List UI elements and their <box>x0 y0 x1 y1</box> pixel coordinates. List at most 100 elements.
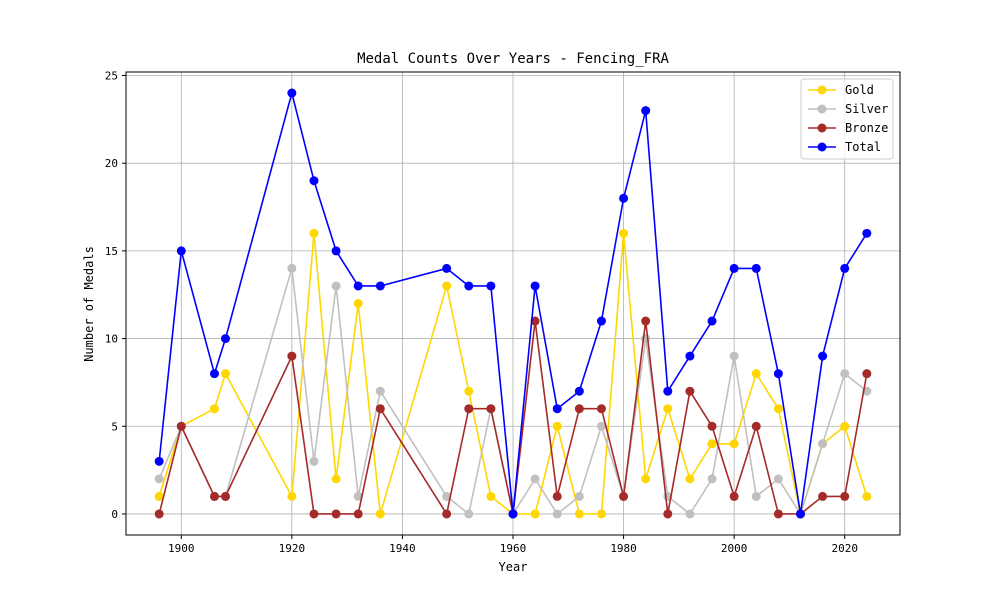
data-point-silver <box>707 474 717 484</box>
y-axis-title: Number of Medals <box>82 246 96 362</box>
data-point-gold <box>486 491 496 501</box>
data-point-silver <box>154 474 164 484</box>
data-point-bronze <box>486 404 496 414</box>
data-point-silver <box>331 281 341 291</box>
data-point-bronze <box>641 316 651 326</box>
y-tick-label: 20 <box>105 157 118 170</box>
data-point-total <box>464 281 474 291</box>
data-point-gold <box>353 299 363 308</box>
data-point-total <box>209 369 219 379</box>
data-point-bronze <box>596 404 606 414</box>
data-point-gold <box>209 404 219 414</box>
data-point-bronze <box>309 509 319 519</box>
data-point-total <box>840 263 850 273</box>
data-point-bronze <box>773 509 783 519</box>
series-bronze <box>154 316 872 519</box>
data-point-gold <box>309 228 319 238</box>
data-point-bronze <box>353 509 363 519</box>
legend-label-silver: Silver <box>845 102 888 116</box>
data-point-silver <box>287 263 297 273</box>
data-point-silver <box>375 386 385 396</box>
x-tick-label: 1920 <box>279 542 306 555</box>
legend-label-bronze: Bronze <box>845 121 888 135</box>
data-point-gold <box>751 369 761 379</box>
legend-items: Gold Silver Bronze Total <box>808 83 888 154</box>
data-point-total <box>530 281 540 291</box>
legend-label-gold: Gold <box>845 83 874 97</box>
data-point-gold <box>729 439 739 449</box>
x-axis-ticks: 1900 1920 1940 1960 1980 2000 2020 <box>168 535 858 555</box>
data-point-total <box>663 386 673 396</box>
data-point-bronze <box>287 351 297 361</box>
data-point-bronze <box>751 421 761 431</box>
data-point-bronze <box>574 404 584 414</box>
data-point-total <box>641 106 651 116</box>
data-point-gold <box>331 474 341 484</box>
legend: Gold Silver Bronze Total <box>800 78 894 160</box>
legend-marker-gold <box>817 85 827 95</box>
data-point-gold <box>154 491 164 501</box>
legend-marker-total <box>817 142 827 152</box>
data-point-total <box>751 263 761 273</box>
data-point-total <box>508 509 518 519</box>
data-point-silver <box>309 456 319 466</box>
data-point-bronze <box>619 491 629 501</box>
legend-item-silver: Silver <box>808 102 888 116</box>
data-point-bronze <box>552 491 562 501</box>
data-point-silver <box>530 474 540 484</box>
x-tick-label: 1940 <box>389 542 416 555</box>
data-point-bronze <box>221 491 231 501</box>
data-point-gold <box>442 281 452 291</box>
data-point-silver <box>442 491 452 501</box>
data-point-gold <box>530 509 540 519</box>
x-tick-label: 1980 <box>610 542 637 555</box>
data-point-total <box>176 246 186 256</box>
y-tick-label: 25 <box>105 70 118 83</box>
data-point-total <box>353 281 363 291</box>
legend-item-gold: Gold <box>808 83 874 97</box>
data-point-silver <box>729 351 739 361</box>
data-point-total <box>154 456 164 466</box>
data-point-gold <box>663 404 673 414</box>
data-point-bronze <box>331 509 341 519</box>
data-point-bronze <box>663 509 673 519</box>
legend-label-total: Total <box>845 140 881 154</box>
data-point-total <box>552 404 562 414</box>
legend-item-bronze: Bronze <box>808 121 888 135</box>
data-point-bronze <box>176 421 186 431</box>
data-point-bronze <box>154 509 164 519</box>
data-point-gold <box>287 491 297 501</box>
series-layer <box>154 88 872 519</box>
legend-item-total: Total <box>808 140 881 154</box>
data-point-silver <box>818 439 828 449</box>
data-point-total <box>287 88 297 98</box>
data-point-bronze <box>729 491 739 501</box>
data-point-gold <box>375 509 385 519</box>
y-tick-label: 5 <box>111 420 118 433</box>
data-point-total <box>862 228 872 238</box>
x-tick-label: 2020 <box>831 542 858 555</box>
data-point-silver <box>840 369 850 379</box>
data-point-bronze <box>530 316 540 326</box>
data-point-total <box>574 386 584 396</box>
data-point-silver <box>685 509 695 519</box>
data-point-gold <box>552 421 562 431</box>
data-point-bronze <box>375 404 385 414</box>
data-point-total <box>331 246 341 256</box>
data-point-silver <box>773 474 783 484</box>
y-tick-label: 0 <box>111 508 118 521</box>
data-point-total <box>221 334 231 344</box>
legend-box <box>800 78 894 160</box>
data-point-total <box>619 193 629 203</box>
legend-marker-bronze <box>817 123 827 133</box>
chart-title: Medal Counts Over Years - Fencing_FRA <box>357 51 669 67</box>
data-point-gold <box>773 404 783 414</box>
data-point-total <box>685 351 695 361</box>
y-tick-label: 15 <box>105 245 118 258</box>
data-point-bronze <box>862 369 872 379</box>
x-tick-label: 2000 <box>721 542 748 555</box>
x-tick-label: 1900 <box>168 542 195 555</box>
data-point-gold <box>685 474 695 484</box>
data-point-silver <box>574 491 584 501</box>
